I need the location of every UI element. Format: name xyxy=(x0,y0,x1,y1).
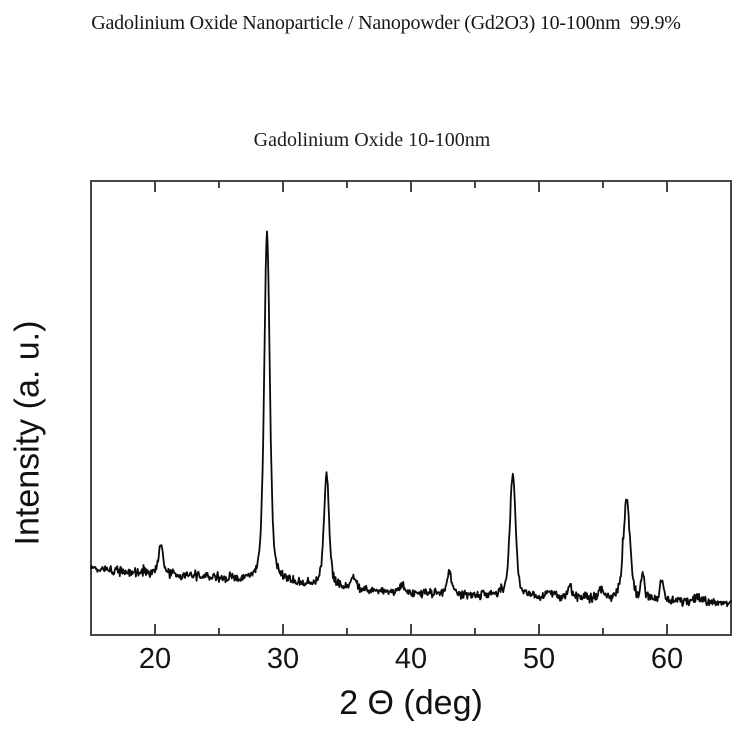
x-axis-label: 2 Θ (deg) xyxy=(339,684,483,722)
x-tick-label: 20 xyxy=(138,643,172,675)
plot-border xyxy=(90,180,732,636)
x-tick-label: 60 xyxy=(650,643,684,675)
x-tick-label: 40 xyxy=(394,643,428,675)
chart-title: Gadolinium Oxide 10-100nm xyxy=(253,129,491,151)
x-tick-label: 30 xyxy=(266,643,300,675)
product-header-title: Gadolinium Oxide Nanoparticle / Nanopowd… xyxy=(91,12,681,34)
xrd-trace xyxy=(90,230,732,608)
x-tick-label: 50 xyxy=(522,643,556,675)
